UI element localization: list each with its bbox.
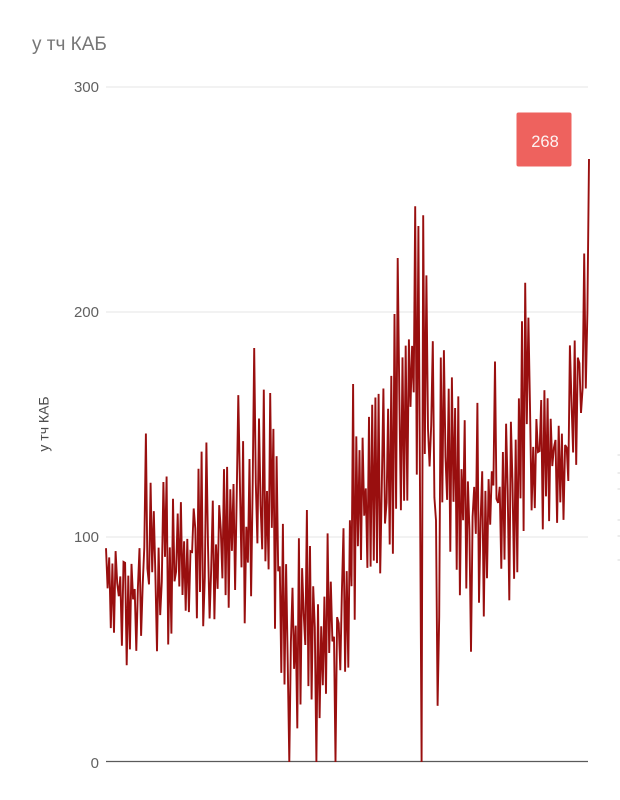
svg-text:200: 200 [74, 304, 99, 321]
svg-text:100: 100 [74, 529, 99, 546]
svg-text:0: 0 [91, 755, 99, 772]
svg-text:268: 268 [531, 133, 559, 151]
svg-text:300: 300 [74, 79, 99, 96]
svg-text:у тч КАБ: у тч КАБ [32, 34, 107, 55]
svg-text:у тч КАБ: у тч КАБ [36, 396, 52, 451]
